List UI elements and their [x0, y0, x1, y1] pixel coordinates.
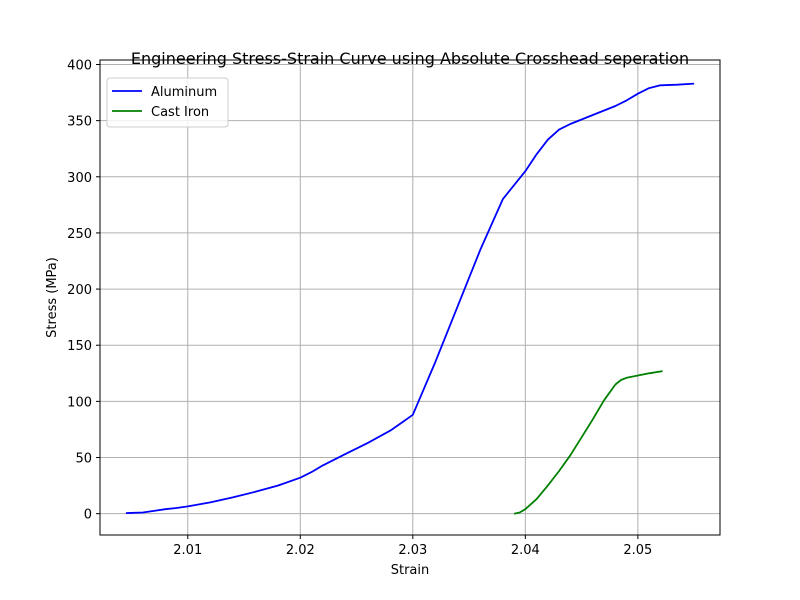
y-axis-ticks: 0 50 100 150 200 250 300 350 400: [67, 58, 100, 523]
y-tick-label: 0: [84, 508, 92, 523]
y-tick-label: 250: [67, 227, 92, 242]
series-line-cast-iron: [513, 370, 663, 515]
grid: [100, 60, 720, 535]
plot-frame: [99, 59, 721, 536]
x-axis-ticks: 2.01 2.02 2.03 2.04 2.05: [173, 535, 652, 558]
legend-label-aluminum: Aluminum: [151, 85, 217, 100]
series-lines: [125, 82, 695, 515]
y-tick-label: 100: [67, 395, 92, 410]
y-tick-label: 400: [67, 58, 92, 73]
legend-label-cast-iron: Cast Iron: [151, 105, 209, 120]
x-axis-label: Strain: [391, 563, 430, 578]
x-tick-label: 2.01: [173, 543, 202, 558]
x-tick-label: 2.05: [623, 543, 652, 558]
y-tick-label: 150: [67, 339, 92, 354]
chart-title: Engineering Stress-Strain Curve using Ab…: [131, 49, 689, 68]
x-tick-label: 2.03: [398, 543, 427, 558]
y-tick-label: 300: [67, 171, 92, 186]
x-tick-label: 2.02: [286, 543, 315, 558]
y-tick-label: 50: [75, 452, 92, 467]
legend: Aluminum Cast Iron: [106, 77, 229, 128]
y-axis-label: Stress (MPa): [45, 257, 60, 338]
x-tick-label: 2.04: [511, 543, 540, 558]
y-tick-label: 350: [67, 115, 92, 130]
y-tick-label: 200: [67, 283, 92, 298]
series-line-aluminum: [125, 82, 695, 514]
